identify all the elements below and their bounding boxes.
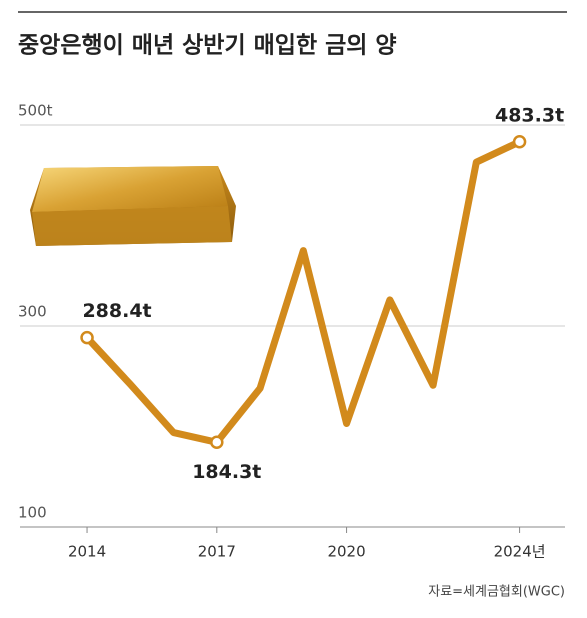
value-label: 184.3t	[192, 461, 261, 483]
data-line	[84, 138, 522, 446]
y-tick-label: 300	[18, 303, 47, 321]
x-tick-label: 2024년	[494, 543, 546, 561]
x-tick-label: 2020	[327, 543, 365, 561]
value-label: 483.3t	[495, 104, 564, 126]
x-tick-label: 2017	[198, 543, 236, 561]
point-marker	[80, 330, 94, 345]
y-tick-label: 100	[18, 504, 47, 522]
y-tick-label: 500t	[18, 102, 53, 120]
chart-title: 중앙은행이 매년 상반기 매입한 금의 양	[18, 33, 397, 59]
x-tick-label: 2014	[68, 543, 106, 561]
point-marker	[512, 135, 527, 149]
point-marker	[210, 435, 224, 450]
source-note: 자료=세계금협회(WGC)	[428, 585, 565, 600]
gold-bar-image	[30, 166, 236, 246]
value-label: 288.4t	[82, 300, 151, 322]
